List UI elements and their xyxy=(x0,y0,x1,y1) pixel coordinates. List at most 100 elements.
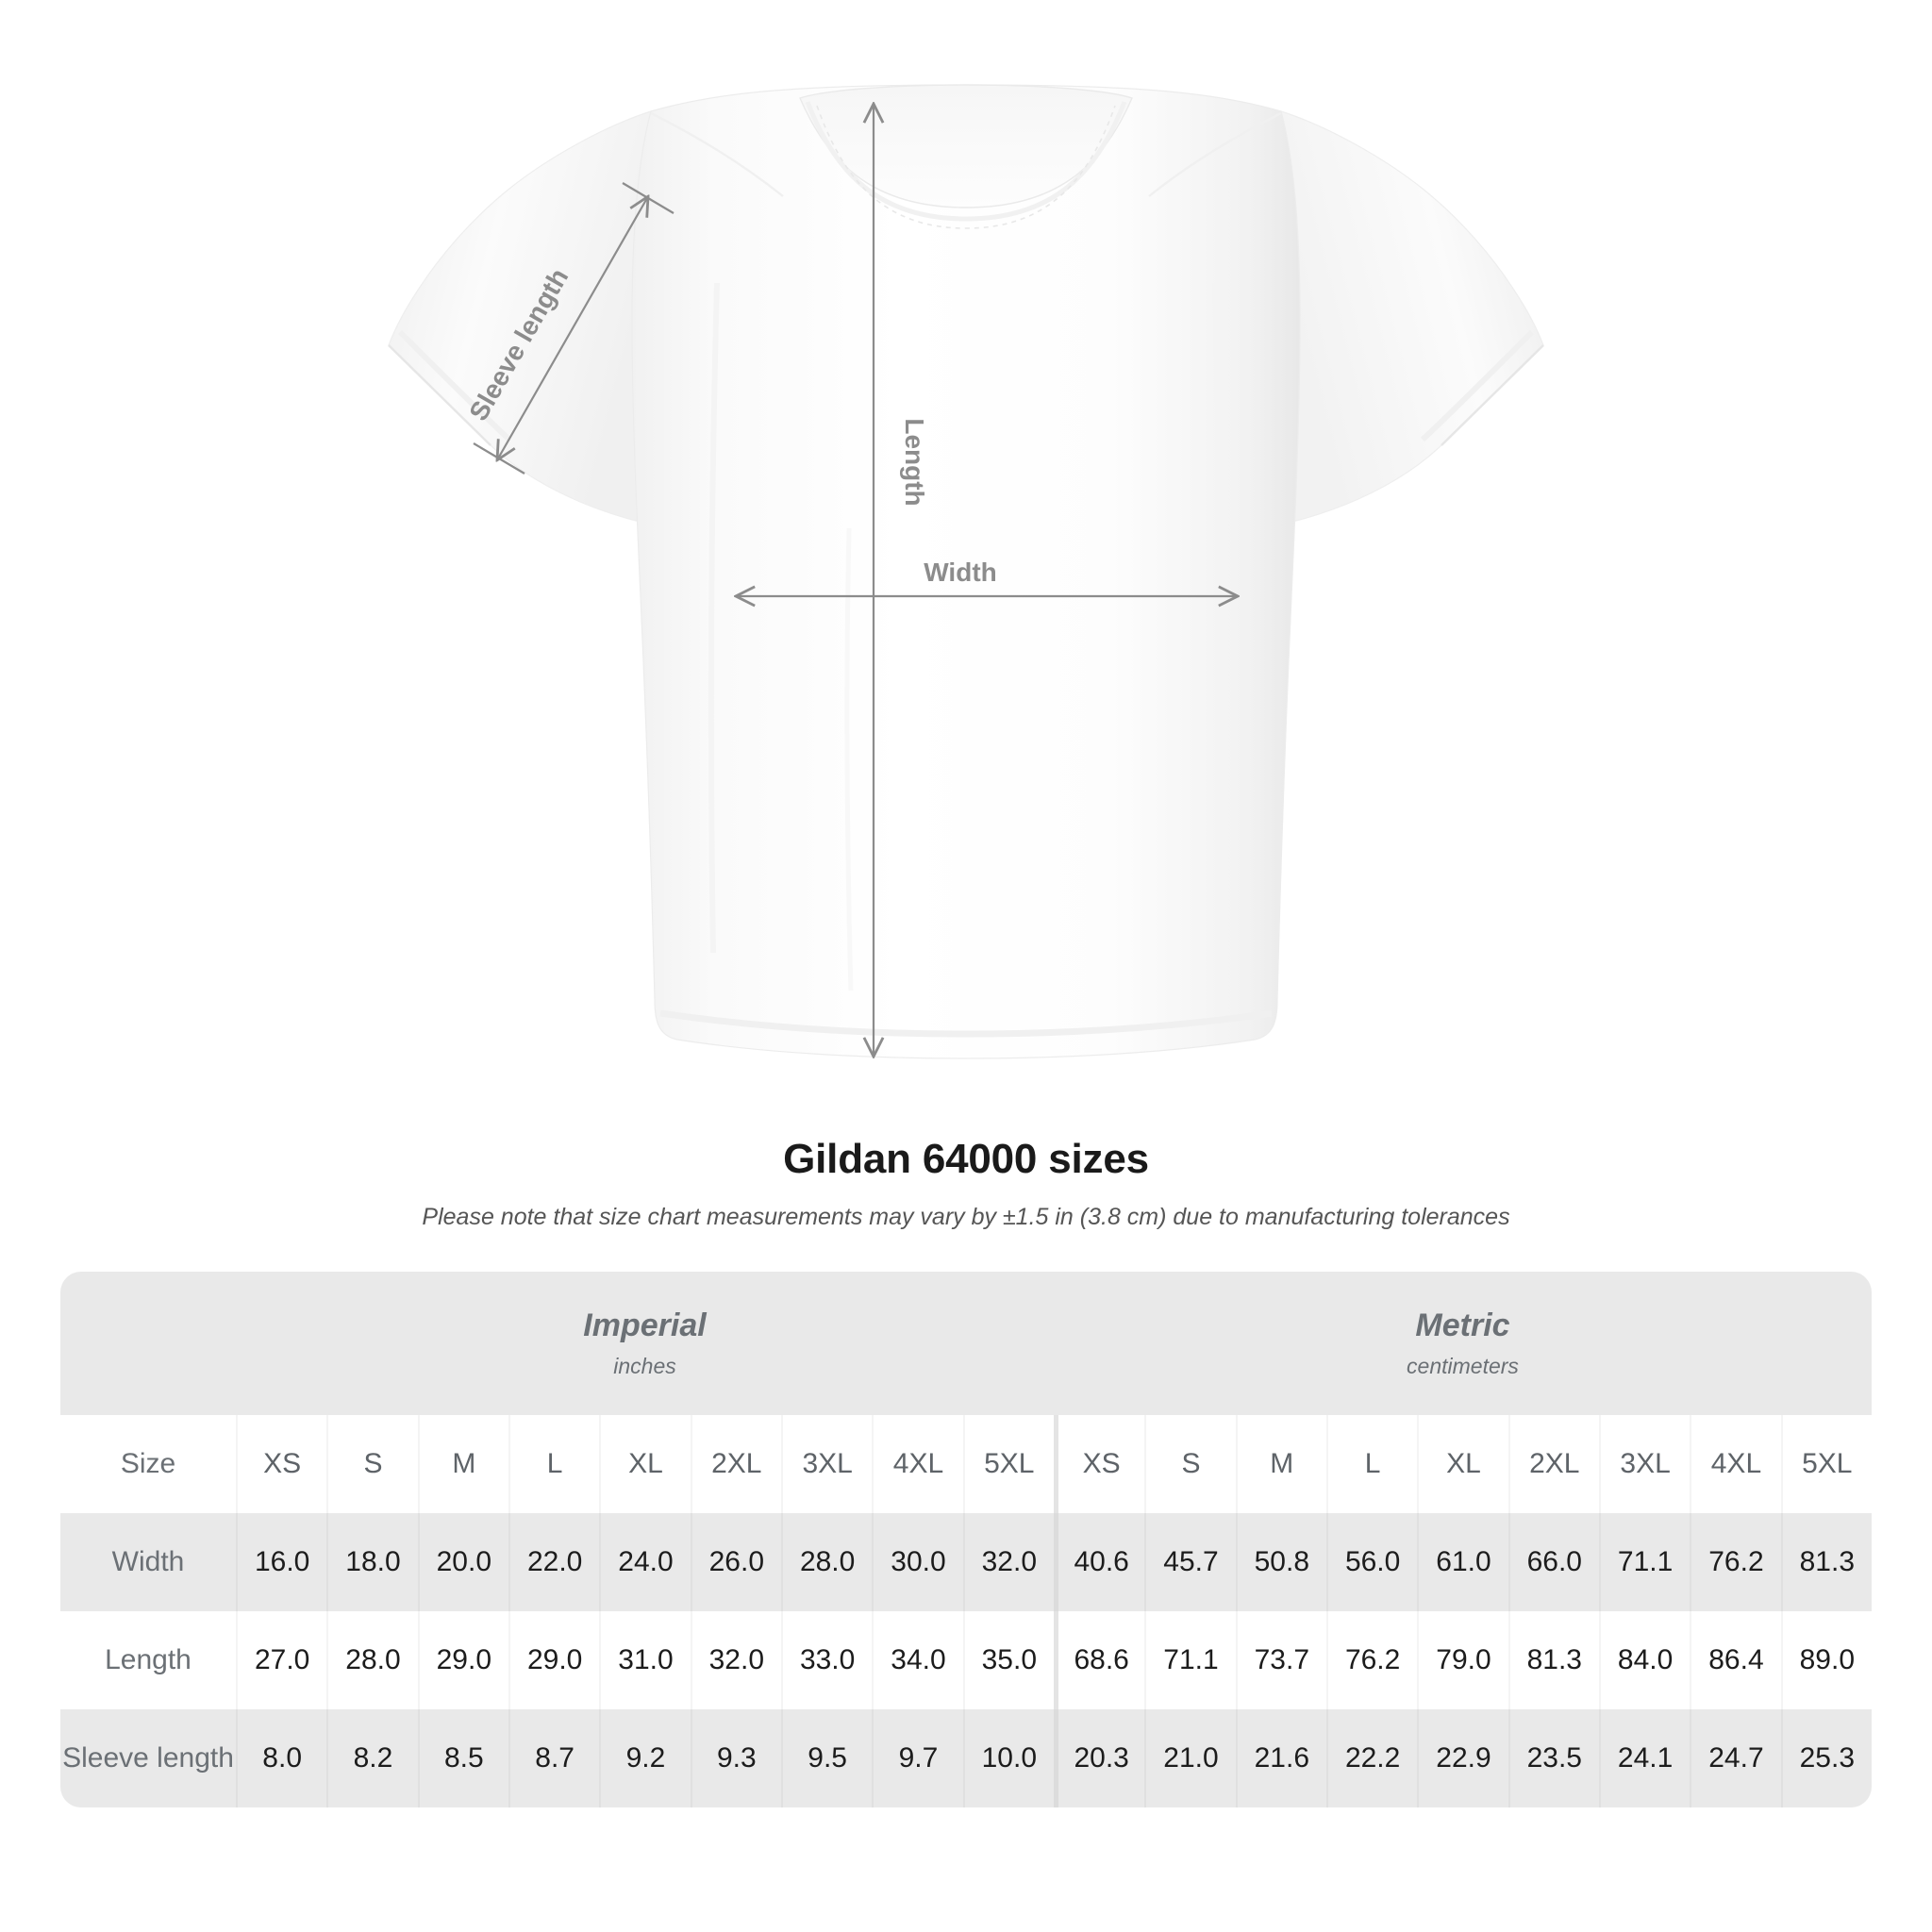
unit-group-imperial-sub: inches xyxy=(613,1354,676,1379)
column-header-metric-4xl: 4XL xyxy=(1690,1415,1781,1513)
cell-width-metric-s: 45.7 xyxy=(1144,1513,1236,1611)
unit-group-metric: Metric centimeters xyxy=(1053,1272,1872,1415)
cell-sleeve-length-metric-4xl: 24.7 xyxy=(1690,1709,1781,1807)
column-header-metric-xl: XL xyxy=(1417,1415,1508,1513)
cell-length-imperial-l: 29.0 xyxy=(508,1611,600,1709)
cell-length-imperial-s: 28.0 xyxy=(326,1611,418,1709)
row-label-length: Length xyxy=(60,1611,236,1709)
tshirt-diagram: Length Width Sleeve length xyxy=(388,84,1544,1059)
column-header-metric-l: L xyxy=(1325,1415,1418,1513)
cell-sleeve-length-metric-5xl: 25.3 xyxy=(1780,1709,1872,1807)
cell-sleeve-length-imperial-5xl: 10.0 xyxy=(962,1709,1054,1807)
cell-width-imperial-m: 20.0 xyxy=(417,1513,508,1611)
cell-width-imperial-2xl: 26.0 xyxy=(690,1513,781,1611)
table-header-row: Size XS S M L XL 2XL 3XL 4XL 5XL XS S M L XL 2XL 3XL 4XL 5… xyxy=(60,1415,1872,1513)
cell-width-metric-xs: 40.6 xyxy=(1053,1513,1145,1611)
cell-width-imperial-4xl: 30.0 xyxy=(872,1513,963,1611)
cell-length-imperial-4xl: 34.0 xyxy=(872,1611,963,1709)
title-block: Gildan 64000 sizes Please note that size… xyxy=(0,1136,1932,1231)
cell-length-metric-m: 73.7 xyxy=(1235,1611,1326,1709)
unit-group-imperial-name: Imperial xyxy=(583,1307,707,1344)
column-header-imperial-m: M xyxy=(417,1415,508,1513)
cell-length-metric-xl: 79.0 xyxy=(1417,1611,1508,1709)
cell-width-imperial-3xl: 28.0 xyxy=(780,1513,873,1611)
size-chart-table: Imperial inches Metric centimeters Size X… xyxy=(60,1272,1872,1807)
column-header-imperial-xl: XL xyxy=(599,1415,691,1513)
column-header-metric-s: S xyxy=(1144,1415,1236,1513)
cell-length-metric-4xl: 86.4 xyxy=(1690,1611,1781,1709)
cell-length-metric-l: 76.2 xyxy=(1325,1611,1418,1709)
cell-width-metric-5xl: 81.3 xyxy=(1780,1513,1872,1611)
shirt-shape xyxy=(388,84,1544,1059)
cell-sleeve-length-metric-s: 21.0 xyxy=(1144,1709,1236,1807)
cell-width-metric-3xl: 71.1 xyxy=(1598,1513,1690,1611)
cell-width-imperial-xl: 24.0 xyxy=(599,1513,691,1611)
column-header-metric-5xl: 5XL xyxy=(1780,1415,1872,1513)
cell-length-imperial-3xl: 33.0 xyxy=(780,1611,873,1709)
cell-length-imperial-xl: 31.0 xyxy=(599,1611,691,1709)
unit-group-imperial: Imperial inches xyxy=(236,1272,1054,1415)
table-row: Sleeve length 8.0 8.2 8.5 8.7 9.2 9.3 9.5 9.7 10.… xyxy=(60,1709,1872,1807)
size-row-header: Size xyxy=(60,1415,236,1513)
unit-group-spacer xyxy=(60,1272,236,1415)
cell-width-imperial-s: 18.0 xyxy=(326,1513,418,1611)
cell-length-metric-s: 71.1 xyxy=(1144,1611,1236,1709)
cell-sleeve-length-imperial-2xl: 9.3 xyxy=(690,1709,781,1807)
cell-length-imperial-xs: 27.0 xyxy=(236,1611,327,1709)
page-title: Gildan 64000 sizes xyxy=(783,1136,1149,1182)
cell-length-metric-5xl: 89.0 xyxy=(1780,1611,1872,1709)
cell-width-metric-4xl: 76.2 xyxy=(1690,1513,1781,1611)
cell-sleeve-length-metric-m: 21.6 xyxy=(1235,1709,1326,1807)
cell-sleeve-length-imperial-3xl: 9.5 xyxy=(780,1709,873,1807)
width-label: Width xyxy=(924,558,997,587)
row-label-sleeve-length: Sleeve length xyxy=(60,1709,236,1807)
unit-group-metric-sub: centimeters xyxy=(1407,1354,1519,1379)
cell-sleeve-length-metric-3xl: 24.1 xyxy=(1598,1709,1690,1807)
size-row-header-label: Size xyxy=(120,1448,176,1479)
cell-sleeve-length-imperial-4xl: 9.7 xyxy=(872,1709,963,1807)
tshirt-illustration: Length Width Sleeve length xyxy=(388,84,1544,1059)
cell-sleeve-length-metric-l: 22.2 xyxy=(1325,1709,1418,1807)
cell-width-imperial-5xl: 32.0 xyxy=(962,1513,1054,1611)
table-row: Length 27.0 28.0 29.0 29.0 31.0 32.0 33.0 34.0 35… xyxy=(60,1611,1872,1709)
unit-group-metric-name: Metric xyxy=(1415,1307,1510,1344)
column-header-imperial-3xl: 3XL xyxy=(780,1415,873,1513)
cell-width-metric-2xl: 66.0 xyxy=(1507,1513,1599,1611)
cell-length-imperial-2xl: 32.0 xyxy=(690,1611,781,1709)
row-label-width: Width xyxy=(60,1513,236,1611)
column-header-metric-3xl: 3XL xyxy=(1598,1415,1690,1513)
cell-width-metric-l: 56.0 xyxy=(1325,1513,1418,1611)
column-header-imperial-2xl: 2XL xyxy=(690,1415,781,1513)
cell-length-metric-xs: 68.6 xyxy=(1053,1611,1145,1709)
cell-sleeve-length-metric-xs: 20.3 xyxy=(1053,1709,1145,1807)
cell-width-imperial-xs: 16.0 xyxy=(236,1513,327,1611)
cell-sleeve-length-imperial-l: 8.7 xyxy=(508,1709,600,1807)
cell-sleeve-length-metric-xl: 22.9 xyxy=(1417,1709,1508,1807)
column-header-imperial-l: L xyxy=(508,1415,600,1513)
cell-length-imperial-5xl: 35.0 xyxy=(962,1611,1054,1709)
cell-sleeve-length-imperial-s: 8.2 xyxy=(326,1709,418,1807)
cell-sleeve-length-metric-2xl: 23.5 xyxy=(1507,1709,1599,1807)
sleeve-length-measure-arrow xyxy=(473,182,675,475)
unit-group-row: Imperial inches Metric centimeters xyxy=(60,1272,1872,1415)
cell-width-imperial-l: 22.0 xyxy=(508,1513,600,1611)
cell-width-metric-xl: 61.0 xyxy=(1417,1513,1508,1611)
size-chart-table-wrap: Imperial inches Metric centimeters Size X… xyxy=(60,1272,1872,1807)
cell-sleeve-length-imperial-m: 8.5 xyxy=(417,1709,508,1807)
column-header-imperial-xs: XS xyxy=(236,1415,327,1513)
cell-sleeve-length-imperial-xs: 8.0 xyxy=(236,1709,327,1807)
column-header-imperial-5xl: 5XL xyxy=(962,1415,1054,1513)
column-header-metric-m: M xyxy=(1235,1415,1326,1513)
cell-length-metric-2xl: 81.3 xyxy=(1507,1611,1599,1709)
cell-width-metric-m: 50.8 xyxy=(1235,1513,1326,1611)
cell-length-metric-3xl: 84.0 xyxy=(1598,1611,1690,1709)
table-row: Width 16.0 18.0 20.0 22.0 24.0 26.0 28.0 30.0 32.… xyxy=(60,1513,1872,1611)
column-header-metric-xs: XS xyxy=(1053,1415,1145,1513)
length-label: Length xyxy=(900,418,929,506)
column-header-imperial-4xl: 4XL xyxy=(872,1415,963,1513)
column-header-metric-2xl: 2XL xyxy=(1507,1415,1599,1513)
page-subtitle: Please note that size chart measurements… xyxy=(422,1204,1510,1231)
cell-length-imperial-m: 29.0 xyxy=(417,1611,508,1709)
cell-sleeve-length-imperial-xl: 9.2 xyxy=(599,1709,691,1807)
column-header-imperial-s: S xyxy=(326,1415,418,1513)
